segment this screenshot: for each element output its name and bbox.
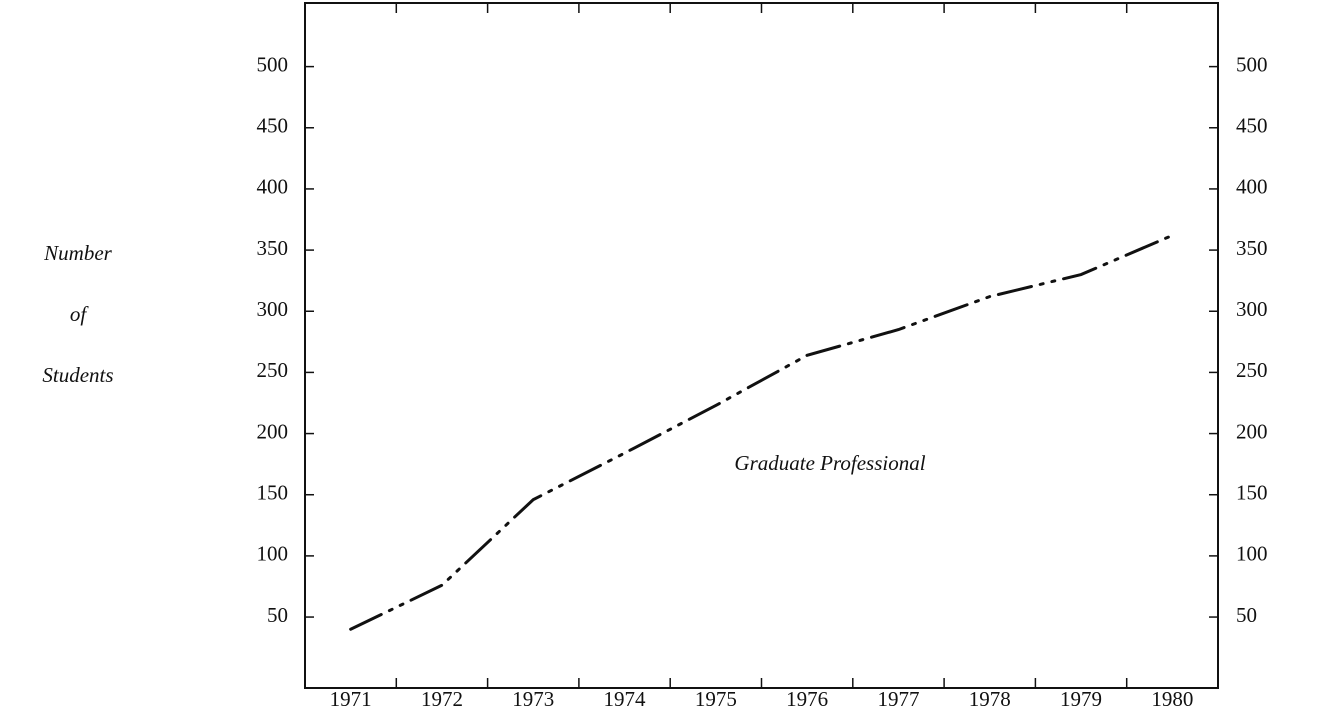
y2-tick-label: 400 <box>1236 175 1268 199</box>
y2-tick-label: 500 <box>1236 52 1268 76</box>
x-tick-label: 1975 <box>695 687 737 710</box>
y-tick-label: 200 <box>257 419 289 443</box>
y2-tick-label: 200 <box>1236 419 1268 443</box>
x-tick-label: 1979 <box>1060 687 1102 710</box>
y-tick-label: 350 <box>257 236 289 260</box>
y-axis-label: of <box>70 302 90 326</box>
x-tick-label: 1972 <box>421 687 463 710</box>
y-tick-label: 50 <box>267 603 288 627</box>
y2-tick-label: 100 <box>1236 542 1268 566</box>
y2-tick-label: 150 <box>1236 481 1268 505</box>
y2-tick-label: 450 <box>1236 114 1268 138</box>
y2-tick-label: 250 <box>1236 358 1268 382</box>
x-tick-label: 1978 <box>969 687 1011 710</box>
x-tick-label: 1977 <box>877 687 919 710</box>
y-tick-label: 150 <box>257 481 289 505</box>
x-tick-label: 1973 <box>512 687 554 710</box>
y-tick-label: 100 <box>257 542 289 566</box>
y-tick-label: 300 <box>257 297 289 321</box>
series-label: Graduate Professional <box>734 451 925 475</box>
y2-tick-label: 300 <box>1236 297 1268 321</box>
y-axis-label: Number <box>43 241 112 265</box>
y-tick-label: 500 <box>257 52 289 76</box>
y-axis-label: Students <box>42 363 113 387</box>
x-tick-label: 1976 <box>786 687 828 710</box>
y-tick-label: 400 <box>257 175 289 199</box>
y-tick-label: 250 <box>257 358 289 382</box>
data-line <box>349 233 1174 631</box>
x-tick-label: 1974 <box>604 687 647 710</box>
x-tick-label: 1980 <box>1151 687 1193 710</box>
x-tick-label: 1971 <box>330 687 372 710</box>
y2-tick-label: 350 <box>1236 236 1268 260</box>
y-tick-label: 450 <box>257 114 289 138</box>
y2-tick-label: 50 <box>1236 603 1257 627</box>
